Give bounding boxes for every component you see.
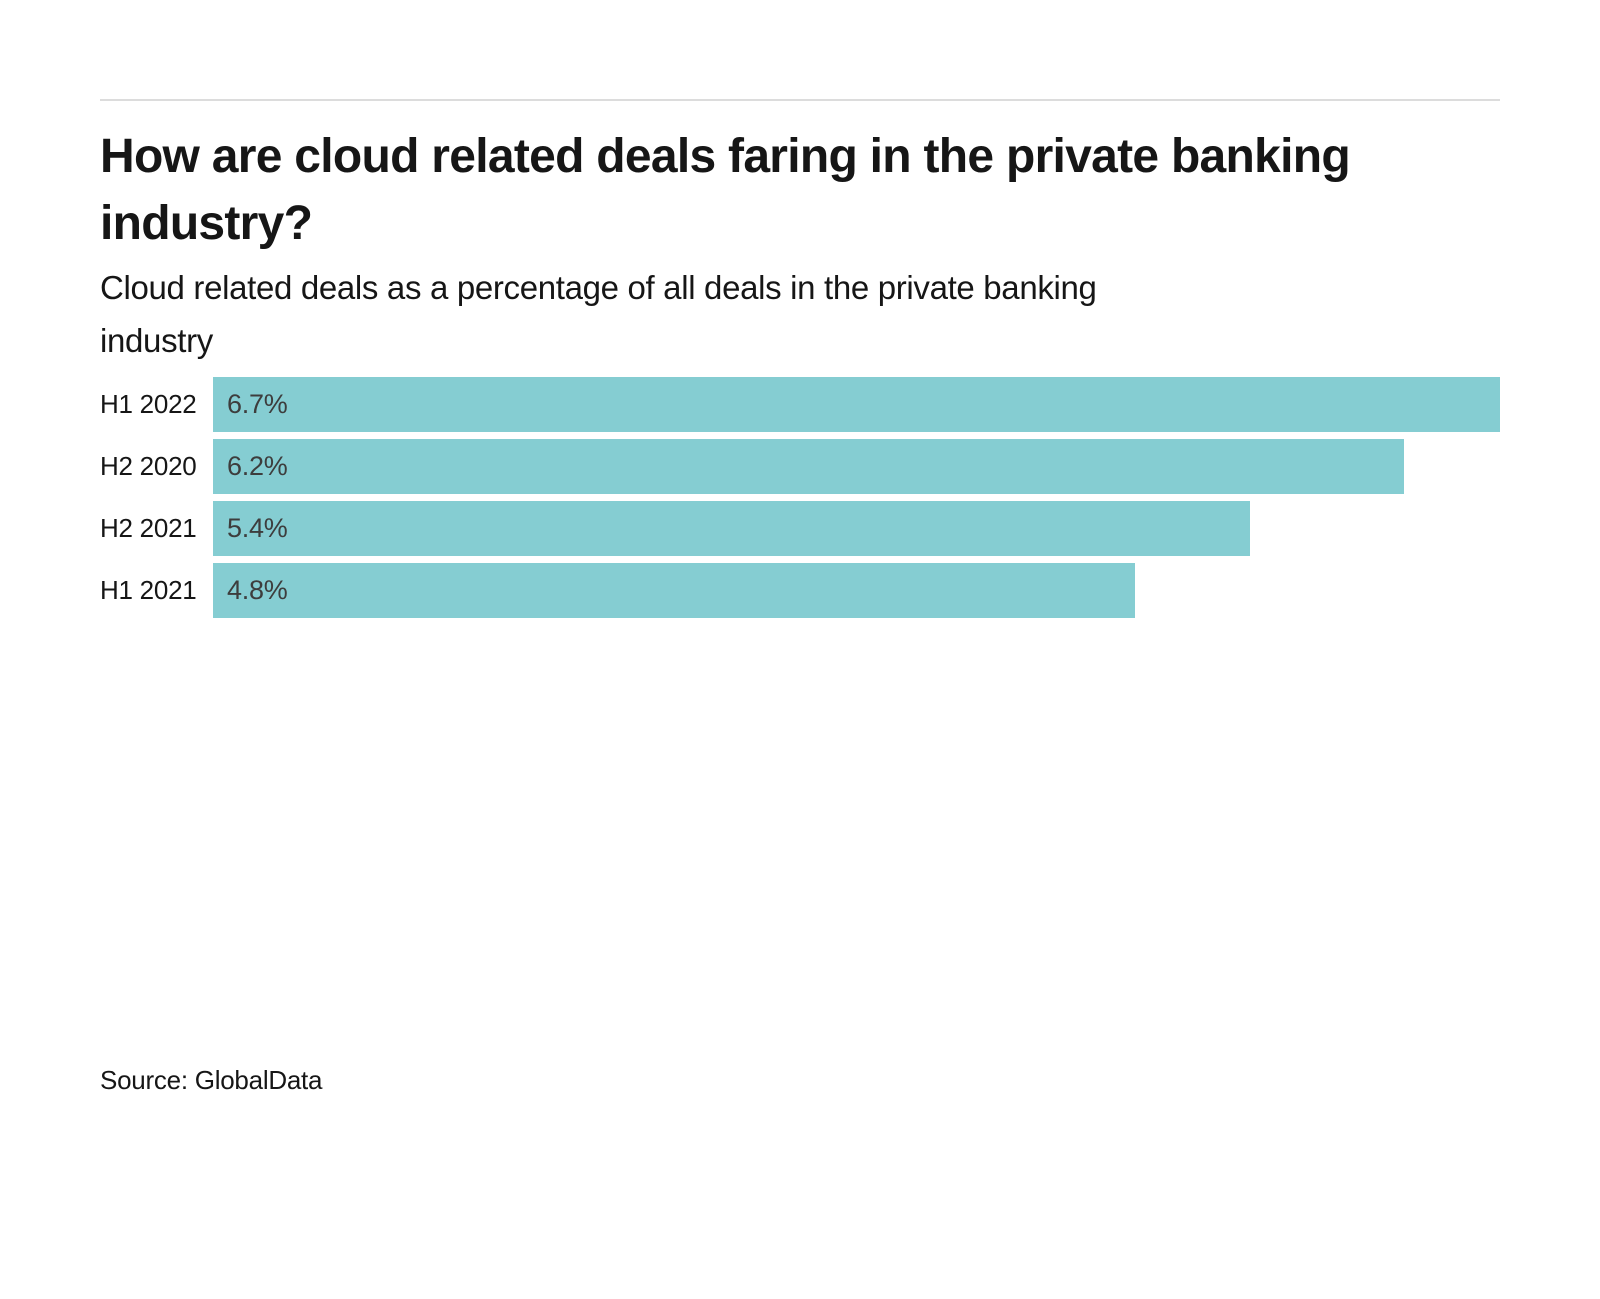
bar-track: 6.2% (213, 439, 1500, 494)
chart-subtitle-line-2: industry (100, 322, 213, 359)
page-title-line-1: How are cloud related deals faring in th… (100, 130, 1351, 183)
chart-subtitle: Cloud related deals as a percentage of a… (100, 261, 1500, 367)
category-label: H1 2022 (100, 389, 197, 419)
bar-track: 4.8% (213, 563, 1500, 618)
bar: 6.2% (213, 439, 1404, 494)
chart-row: H2 2020 6.2% (100, 439, 1500, 494)
source-caption: Source: GlobalData (100, 1065, 323, 1095)
page: How are cloud related deals faring in th… (0, 99, 1600, 1096)
bar: 4.8% (213, 563, 1136, 618)
value-label: 5.4% (227, 513, 288, 543)
page-title: How are cloud related deals faring in th… (100, 123, 1500, 257)
chart-row: H1 2021 4.8% (100, 563, 1500, 618)
category-label: H2 2021 (100, 513, 197, 543)
top-divider (100, 99, 1500, 101)
chart-subtitle-line-1: Cloud related deals as a percentage of a… (100, 269, 1097, 306)
bar-track: 6.7% (213, 377, 1500, 432)
bar-track: 5.4% (213, 501, 1500, 556)
chart-row: H2 2021 5.4% (100, 501, 1500, 556)
bar: 6.7% (213, 377, 1500, 432)
category-label: H1 2021 (100, 575, 197, 605)
value-label: 4.8% (227, 575, 288, 605)
value-label: 6.7% (227, 389, 288, 419)
bar: 5.4% (213, 501, 1251, 556)
chart-row: H1 2022 6.7% (100, 377, 1500, 432)
bar-chart: H1 2022 6.7% H2 2020 6.2% H2 2021 5.4% H1 2021… (100, 377, 1500, 618)
page-title-line-2: industry? (100, 197, 313, 250)
value-label: 6.2% (227, 451, 288, 481)
category-label: H2 2020 (100, 451, 197, 481)
